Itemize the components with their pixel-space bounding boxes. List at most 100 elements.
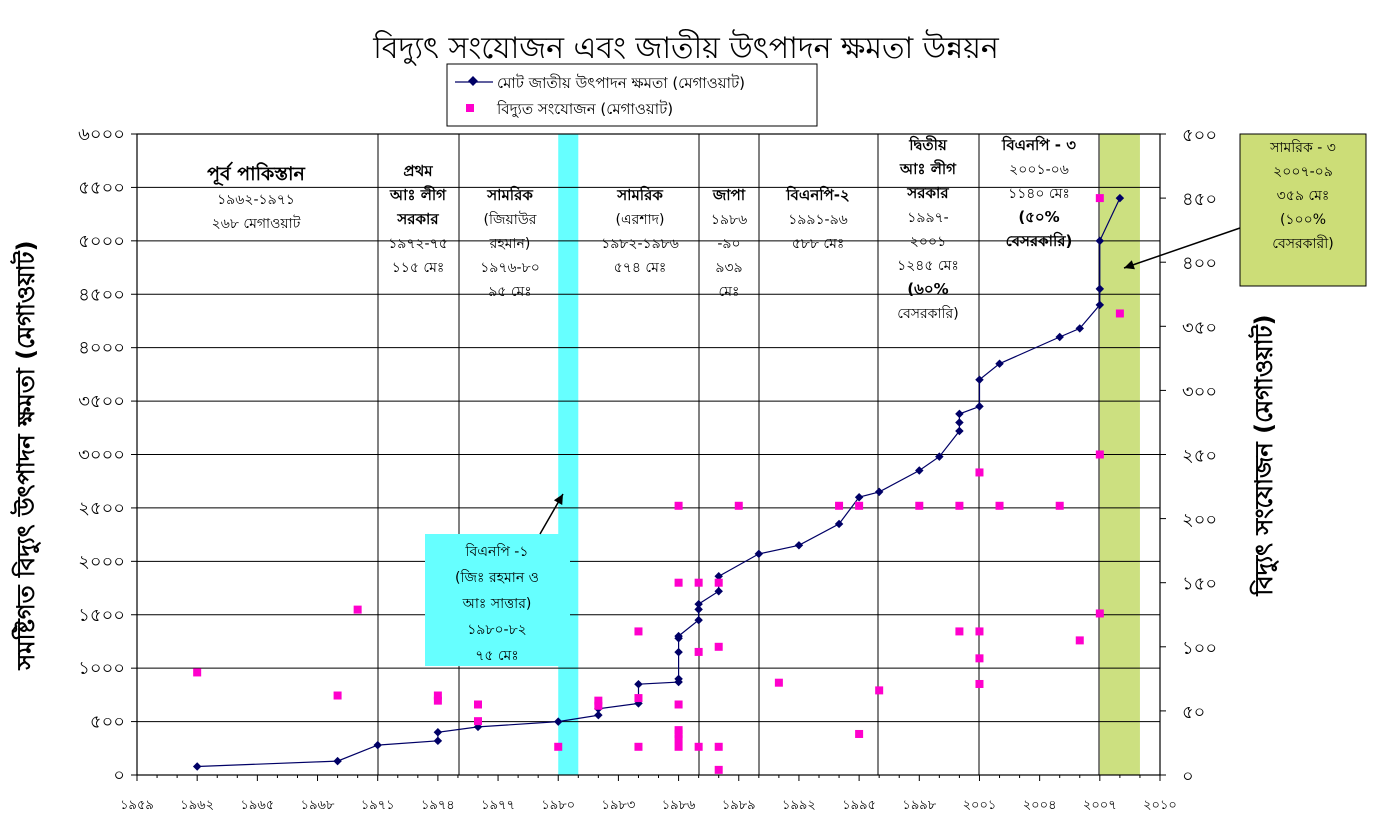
era-1-line-0: প্রথম: [403, 162, 433, 180]
y-left-tick-label: ৫০০: [90, 712, 125, 733]
era-3-line-3: ৫৭৪ মেঃ: [614, 260, 667, 276]
era-0-line-1: ১৯৬২-১৯৭১: [217, 192, 295, 208]
era-4-line-4: মেঃ: [719, 284, 740, 300]
era-6-line-6: (৬০%: [907, 280, 948, 298]
addition-point-4: [433, 691, 442, 700]
x-tick-label: ১৯৬২: [180, 798, 214, 813]
capacity-point-16: [694, 615, 703, 625]
addition-point-46: [1115, 309, 1124, 318]
era-6-line-5: ১২৪৫ মেঃ: [897, 258, 959, 274]
capacity-point-12: [674, 674, 683, 684]
capacity-point-3: [433, 736, 443, 746]
x-tick-label: ২০১০: [1143, 798, 1177, 813]
addition-point-27: [734, 501, 743, 510]
era-4-line-3: ৯৩৯: [715, 260, 742, 276]
era-labels: পূর্ব পাকিস্তান ১৯৬২-১৯৭১ ২৬৮ মেগাওয়াট প্র…: [207, 135, 1076, 322]
y-right-tick-label: ১০০: [1182, 638, 1217, 659]
y-right-tick-label: ৫০০: [1182, 125, 1217, 146]
addition-point-19: [674, 700, 683, 709]
capacity-point-30: [955, 409, 964, 419]
era-1-line-4: ১১৫ মেঃ: [392, 260, 445, 276]
addition-point-41: [1055, 501, 1064, 510]
y-right-tick-label: ১৫০: [1182, 574, 1217, 595]
capacity-point-6: [553, 717, 563, 726]
y-right-tick-label: ০: [1182, 766, 1194, 787]
addition-point-44: [1095, 609, 1104, 618]
era-7-line-2: ১১৪০ মেঃ: [1008, 186, 1070, 202]
addition-point-33: [915, 501, 924, 510]
era-5-line-2: ৫৮৮ মেঃ: [792, 236, 845, 252]
era-2-line-3: ১৯৭৬-৮০: [480, 260, 540, 276]
addition-point-36: [975, 627, 984, 636]
x-tick-label: ১৯৯৫: [842, 798, 876, 813]
gridlines: [136, 133, 1161, 776]
era-7-line-1: ২০০১-০৬: [1009, 162, 1069, 178]
era-1-line-2: সরকার: [396, 210, 439, 228]
addition-point-26: [714, 578, 723, 587]
callouts: বিএনপি -১ (জিঃ রহমান ও আঃ সাত্তার) ১৯৮০-৮২ ৭…: [425, 133, 1367, 666]
x-tick-label: ১৯৭৪: [421, 798, 455, 813]
series-layer: [192, 193, 1125, 774]
capacity-point-31: [975, 402, 984, 411]
capacity-point-32: [975, 375, 984, 384]
era-4-line-1: ১৯৮৬: [711, 212, 747, 228]
y-axis-left-label: সমষ্টিগত বিদ্যুৎ উৎপাদন ক্ষমতা (মেগাওয়া…: [10, 240, 41, 670]
callout-1-line-2: ৩৫৯ মেঃ: [1277, 188, 1330, 204]
capacity-point-28: [955, 426, 964, 436]
y-right-tick-label: ৪০০: [1182, 253, 1217, 274]
addition-point-35: [955, 501, 964, 510]
addition-point-21: [694, 742, 703, 751]
era-0-line-0: পূর্ব পাকিস্তান: [207, 161, 305, 186]
capacity-point-7: [594, 710, 603, 720]
callout-arrow-1: [1123, 227, 1241, 269]
addition-point-1: [333, 691, 342, 700]
addition-point-42: [1075, 636, 1084, 645]
x-tick-label: ১৯৯২: [782, 798, 816, 813]
callout-0-line-0: বিএনপি -১: [465, 543, 529, 560]
addition-point-32: [875, 686, 884, 695]
era-4-line-0: জাপা: [712, 186, 746, 204]
y-left-tick-label: ৬০০০: [78, 124, 125, 145]
y-right-tick-label: ৪৫০: [1182, 189, 1217, 210]
era-6-line-4: ২০০১: [910, 234, 946, 250]
capacity-point-27: [935, 452, 944, 461]
addition-point-45: [1095, 194, 1104, 203]
era-6-line-0: দ্বিতীয়: [908, 135, 948, 154]
y-left-tick-label: ১৫০০: [78, 605, 125, 626]
capacity-point-21: [754, 549, 764, 559]
addition-point-39: [975, 679, 984, 688]
capacity-point-10: [634, 679, 643, 689]
addition-point-14: [674, 735, 683, 744]
legend: মোট জাতীয় উৎপাদন ক্ষমতা (মেগাওয়াট) বিদ…: [446, 63, 818, 127]
y-left-tick-label: ২০০০: [78, 551, 125, 572]
y-left-tick-label: ৪৫০০: [78, 284, 125, 305]
era-3-line-1: (এরশাদ): [616, 212, 665, 228]
era-3-line-2: ১৯৮২-১৯৮৬: [601, 236, 679, 252]
addition-point-3: [433, 696, 442, 705]
y-left-tick-label: ১০০০: [78, 658, 125, 679]
addition-point-30: [855, 729, 864, 738]
y-left-tick-label: ৩০০০: [78, 445, 125, 466]
capacity-point-1: [333, 756, 342, 766]
addition-point-13: [674, 742, 683, 751]
addition-point-22: [694, 647, 703, 656]
callout-box-1: [1239, 133, 1367, 287]
callout-arrowhead-0: [553, 494, 563, 505]
addition-point-8: [594, 701, 603, 710]
callout-1-line-0: সামরিক - ৩: [1269, 139, 1336, 156]
capacity-point-20: [714, 572, 723, 581]
addition-point-31: [855, 501, 864, 510]
y-left-tick-label: ০: [113, 765, 125, 786]
addition-point-24: [714, 765, 723, 774]
callout-1-line-1: ২০০৭-০৯: [1273, 164, 1333, 180]
era-1-line-3: ১৯৭২-৭৫: [388, 236, 448, 252]
y-right-tick-label: ৩৫০: [1182, 317, 1217, 338]
capacity-point-29: [955, 418, 964, 427]
era-4-line-2: -৯০: [717, 236, 740, 252]
x-tick-label: ২০০৭: [1083, 798, 1117, 813]
addition-point-2: [353, 605, 362, 614]
callout-1-line-3: (১০০%: [1280, 212, 1326, 228]
capacity-point-26: [915, 466, 924, 475]
callout-arrowhead-1: [1124, 260, 1135, 270]
addition-point-23: [714, 742, 723, 751]
